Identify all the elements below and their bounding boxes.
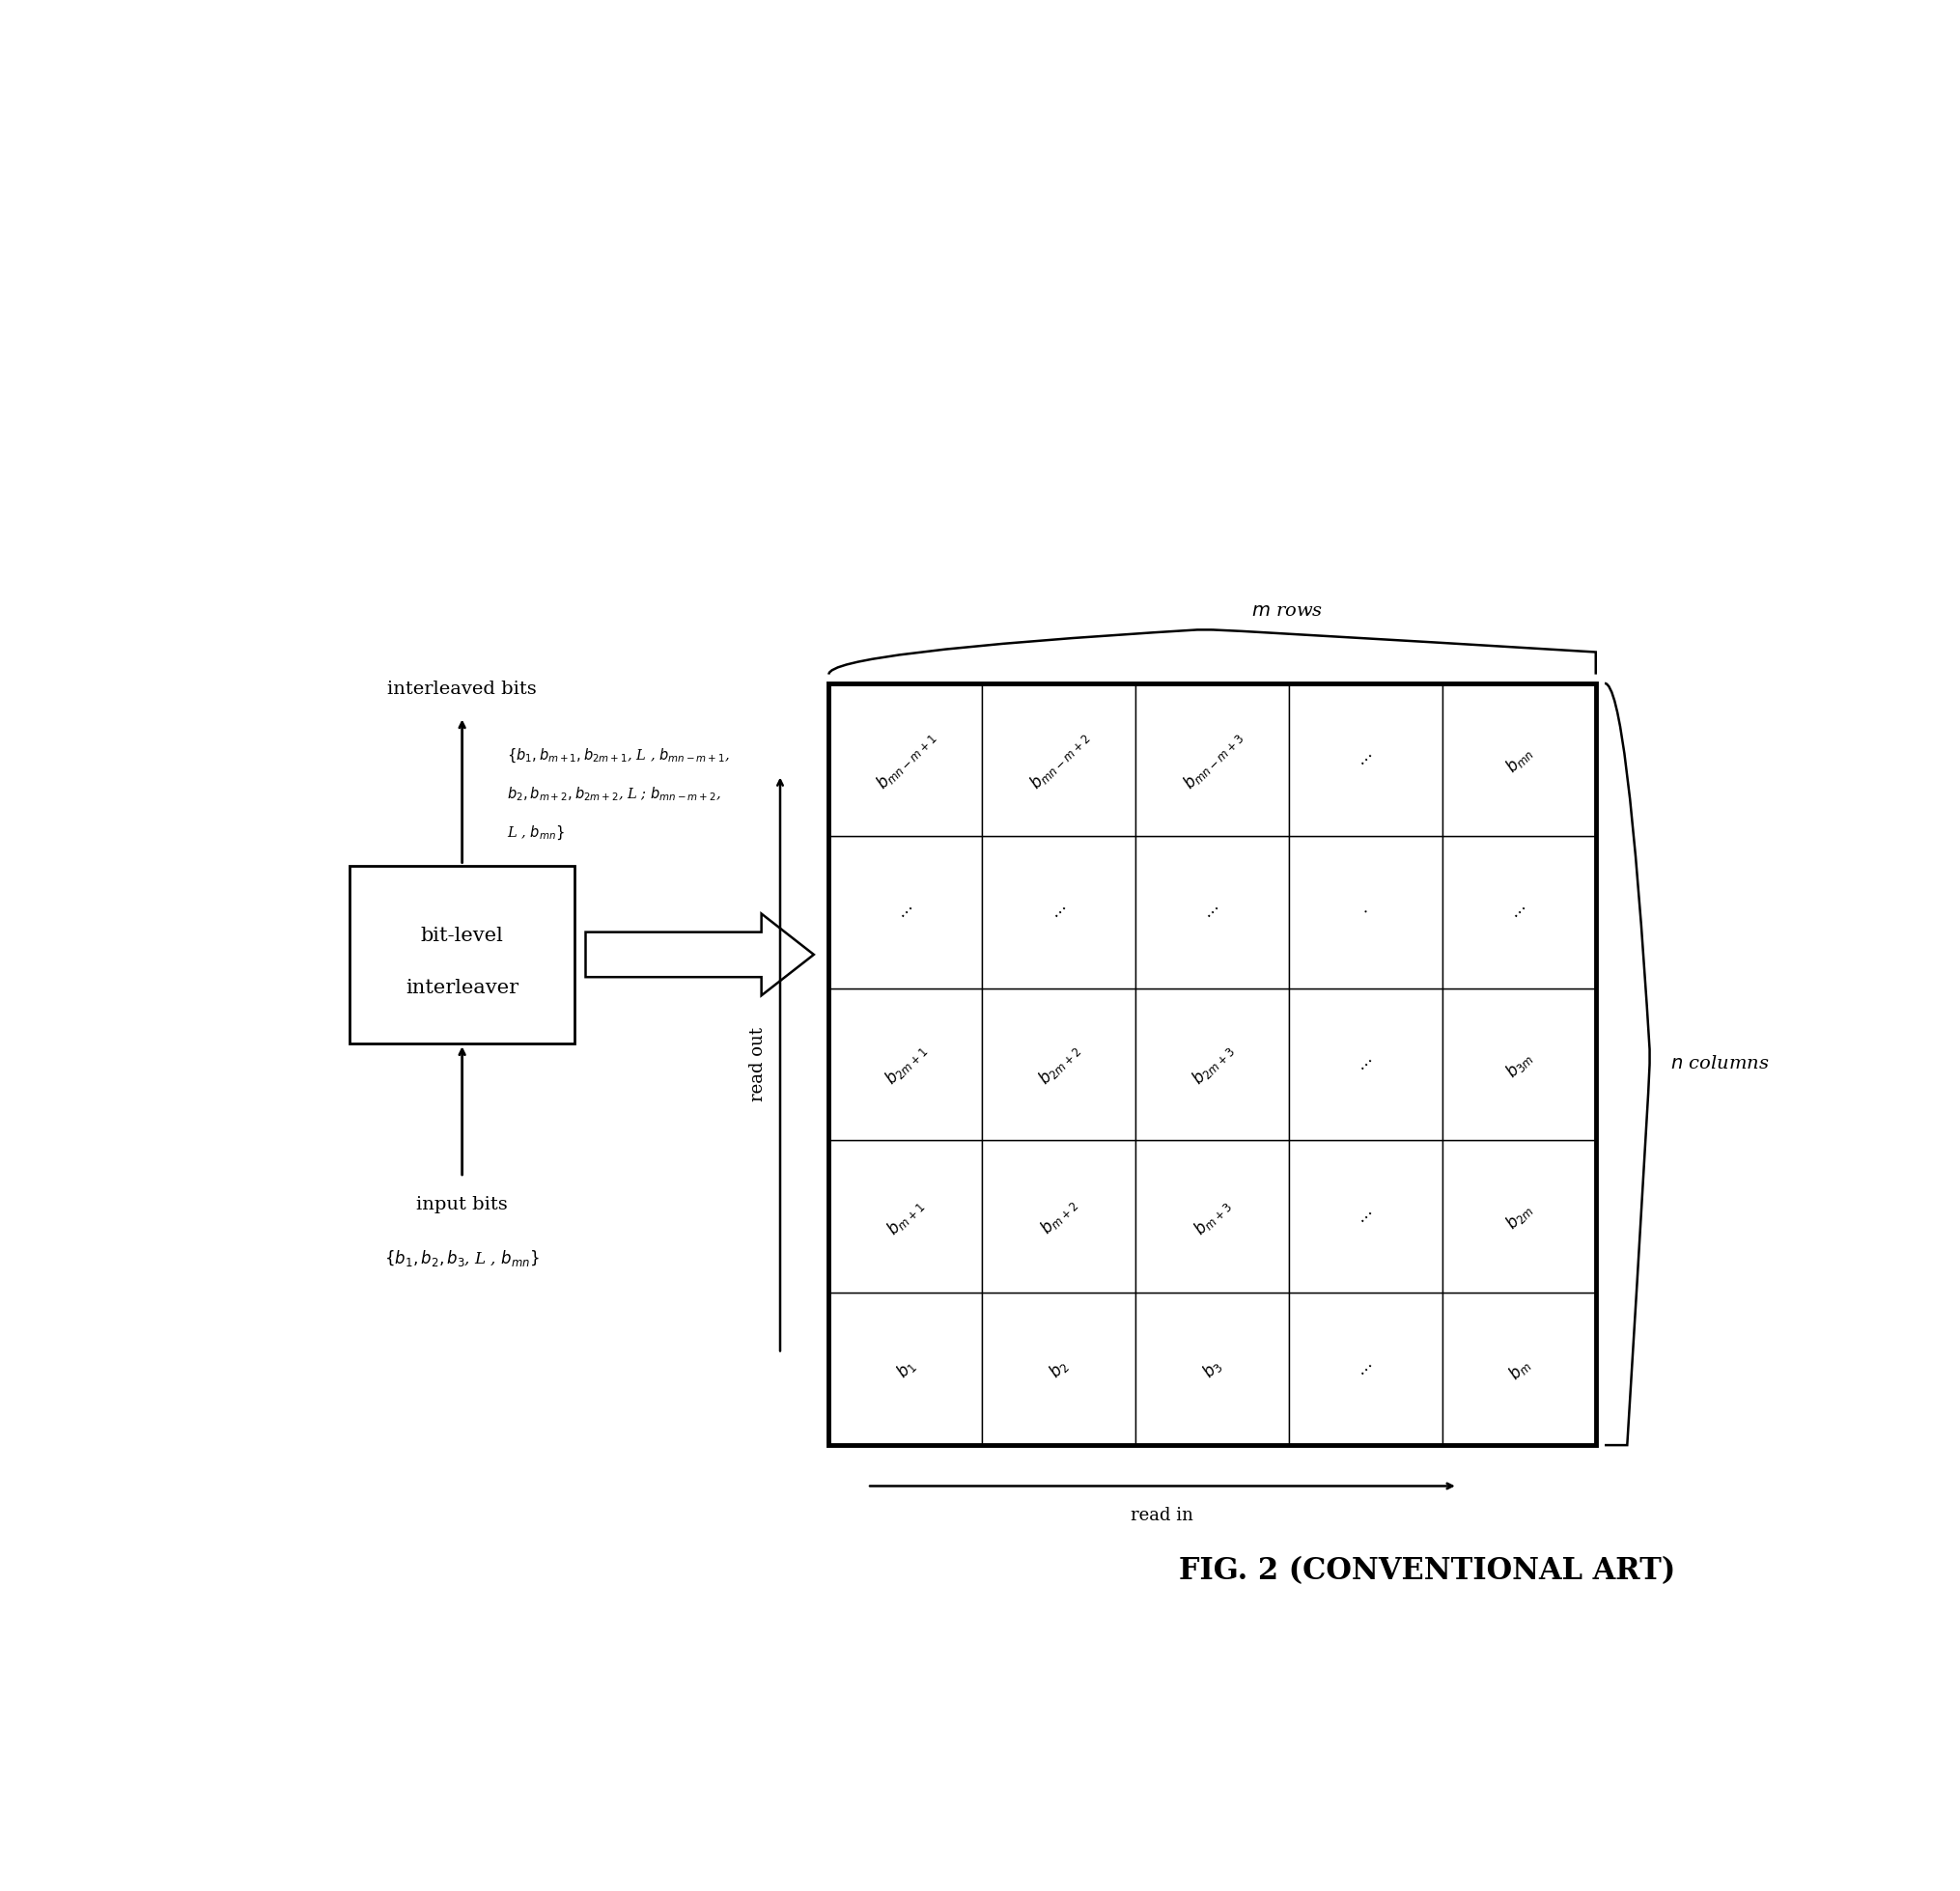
- Text: interleaved bits: interleaved bits: [388, 681, 537, 698]
- Polygon shape: [586, 913, 813, 995]
- Text: $b_{2m+2}$: $b_{2m+2}$: [1033, 1040, 1084, 1089]
- Bar: [829, 683, 1595, 1445]
- Text: $\cdots$: $\cdots$: [1354, 1358, 1376, 1380]
- Text: $\cdots$: $\cdots$: [1354, 1205, 1376, 1227]
- Text: $m$ rows: $m$ rows: [1250, 603, 1323, 620]
- Text: $\cdot$: $\cdot$: [1358, 904, 1372, 919]
- Text: $b_{mn-m+2}$: $b_{mn-m+2}$: [1025, 726, 1092, 792]
- Text: $b_{2m}$: $b_{2m}$: [1501, 1199, 1537, 1235]
- Bar: [829, 1293, 982, 1445]
- Text: $\cdots$: $\cdots$: [894, 900, 917, 923]
- Text: $b_{mn}$: $b_{mn}$: [1501, 741, 1537, 777]
- Text: read in: read in: [1131, 1507, 1194, 1524]
- Text: L , $b_{mn}\}$: L , $b_{mn}\}$: [508, 824, 564, 841]
- Text: $b_{2m+1}$: $b_{2m+1}$: [880, 1040, 929, 1089]
- Bar: [829, 836, 982, 987]
- Bar: [1288, 683, 1443, 836]
- Text: $\cdots$: $\cdots$: [1507, 900, 1531, 923]
- Text: $\cdots$: $\cdots$: [1354, 749, 1376, 772]
- Bar: [1443, 683, 1595, 836]
- Bar: [982, 683, 1135, 836]
- Bar: [982, 1140, 1135, 1293]
- Text: bit-level: bit-level: [421, 927, 504, 946]
- Text: input bits: input bits: [416, 1197, 508, 1214]
- Text: $b_{mn-m+1}$: $b_{mn-m+1}$: [872, 726, 939, 792]
- Bar: [1443, 1140, 1595, 1293]
- Bar: [1288, 836, 1443, 987]
- Text: $b_3$: $b_3$: [1198, 1356, 1225, 1382]
- Text: $\{b_1, b_2, b_3$, L , $b_{mn}\}$: $\{b_1, b_2, b_3$, L , $b_{mn}\}$: [384, 1248, 539, 1269]
- Text: $b_2$: $b_2$: [1045, 1356, 1072, 1382]
- Text: $b_{mn-m+3}$: $b_{mn-m+3}$: [1178, 726, 1245, 792]
- Bar: [1135, 836, 1288, 987]
- Bar: [829, 987, 982, 1140]
- Bar: [1443, 836, 1595, 987]
- Text: $b_{3m}$: $b_{3m}$: [1501, 1048, 1537, 1082]
- Text: FIG. 2 (CONVENTIONAL ART): FIG. 2 (CONVENTIONAL ART): [1178, 1556, 1676, 1587]
- Bar: [1135, 987, 1288, 1140]
- Text: $b_2, b_{m+2}, b_{2m+2}$, L ; $b_{mn-m+2}$,: $b_2, b_{m+2}, b_{2m+2}$, L ; $b_{mn-m+2…: [508, 785, 721, 804]
- Bar: [829, 683, 982, 836]
- Text: $\cdots$: $\cdots$: [1200, 900, 1223, 923]
- Bar: [1288, 1293, 1443, 1445]
- Text: $\{b_1, b_{m+1}, b_{2m+1}$, L , $b_{mn-m+1}$,: $\{b_1, b_{m+1}, b_{2m+1}$, L , $b_{mn-m…: [508, 747, 729, 764]
- Bar: [1443, 1293, 1595, 1445]
- Bar: [1135, 683, 1288, 836]
- Text: $b_1$: $b_1$: [892, 1356, 919, 1382]
- Text: interleaver: interleaver: [406, 980, 517, 997]
- Bar: [1443, 987, 1595, 1140]
- Text: $b_m$: $b_m$: [1503, 1354, 1533, 1384]
- Text: $\cdots$: $\cdots$: [1354, 1053, 1376, 1076]
- Bar: [1135, 1140, 1288, 1293]
- Text: $b_{2m+3}$: $b_{2m+3}$: [1188, 1040, 1237, 1089]
- Text: read out: read out: [749, 1027, 766, 1101]
- Bar: [982, 987, 1135, 1140]
- Bar: [1288, 1140, 1443, 1293]
- Bar: [1135, 1293, 1288, 1445]
- Bar: [349, 866, 574, 1044]
- Text: $\cdots$: $\cdots$: [1047, 900, 1070, 923]
- Bar: [1288, 987, 1443, 1140]
- Text: $b_{m+3}$: $b_{m+3}$: [1190, 1195, 1235, 1239]
- Bar: [982, 1293, 1135, 1445]
- Text: $b_{m+2}$: $b_{m+2}$: [1037, 1195, 1080, 1239]
- Text: $b_{m+1}$: $b_{m+1}$: [882, 1195, 927, 1239]
- Bar: [829, 1140, 982, 1293]
- Text: $n$ columns: $n$ columns: [1670, 1055, 1768, 1072]
- Bar: [982, 836, 1135, 987]
